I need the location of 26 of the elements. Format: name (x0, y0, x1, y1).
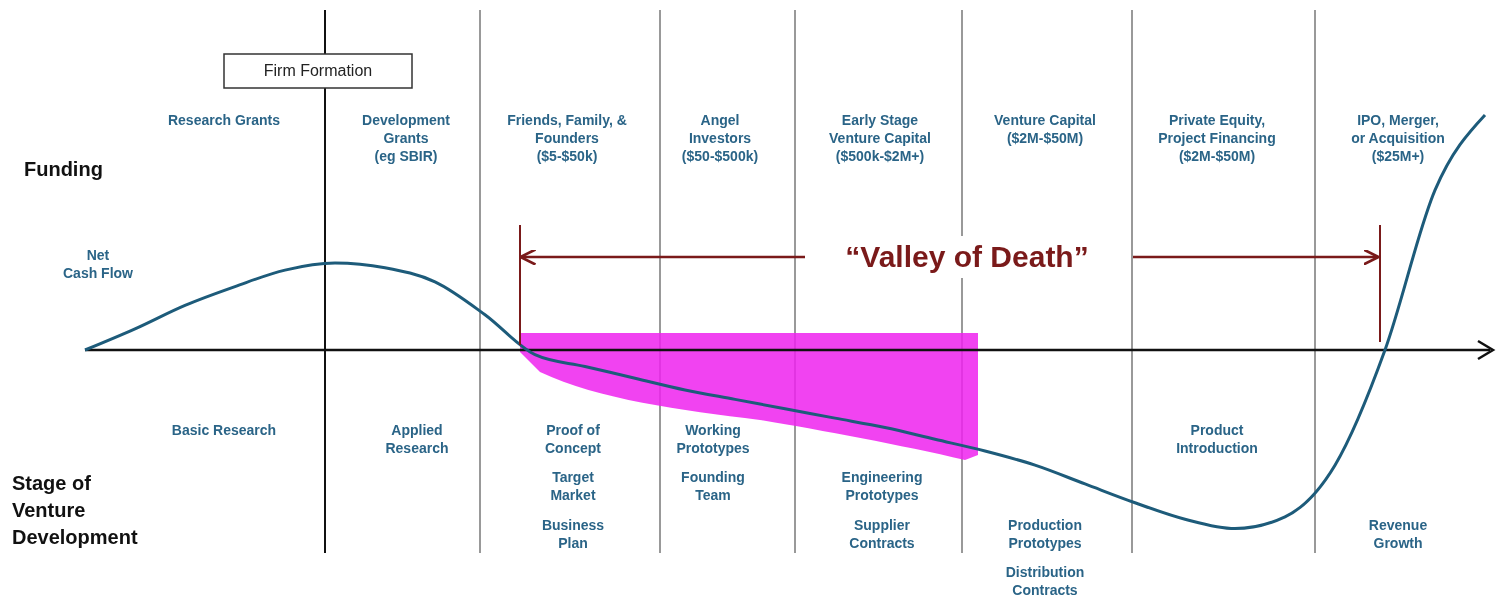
annotation: Proof of Concept (545, 422, 602, 456)
annotation: Development Grants (eg SBIR) (362, 112, 451, 164)
annotation: Early Stage Venture Capital ($500k-$2M+) (829, 112, 931, 164)
annotation: Stage of Venture Development (12, 472, 138, 548)
annotation: Founding Team (681, 469, 745, 503)
annotation: Target Market (550, 469, 596, 503)
annotation: Basic Research (171, 422, 277, 438)
text: Net Cash Flow (62, 247, 134, 281)
text: Distribution Contracts (1005, 564, 1085, 598)
annotation: Venture Capital ($2M-$50M) (994, 112, 1096, 146)
annotation: Revenue Growth (1368, 517, 1428, 551)
annotation: Supplier Contracts (849, 517, 915, 551)
annotation: Funding (24, 158, 103, 180)
annotation: IPO, Merger, or Acquisition ($25M+) (1351, 112, 1445, 164)
annotation: Research Grants (167, 112, 281, 128)
annotation: Applied Research (385, 422, 449, 456)
annotation: Business Plan (541, 517, 605, 551)
annotation: Private Equity, Project Financing ($2M-$50M) (1158, 112, 1276, 164)
text: Firm Formation (263, 62, 373, 79)
annotation: Engineering Prototypes (841, 469, 923, 503)
annotation: Angel Investors ($50-$500k) (681, 112, 759, 164)
annotation: Working Prototypes (676, 422, 750, 456)
annotation: Friends, Family, & Founders ($5-$50k) (507, 112, 627, 164)
annotation: Production Prototypes (1008, 517, 1082, 551)
annotation: Product Introduction (1176, 422, 1258, 456)
annotation: “Valley of Death” (845, 240, 1089, 273)
